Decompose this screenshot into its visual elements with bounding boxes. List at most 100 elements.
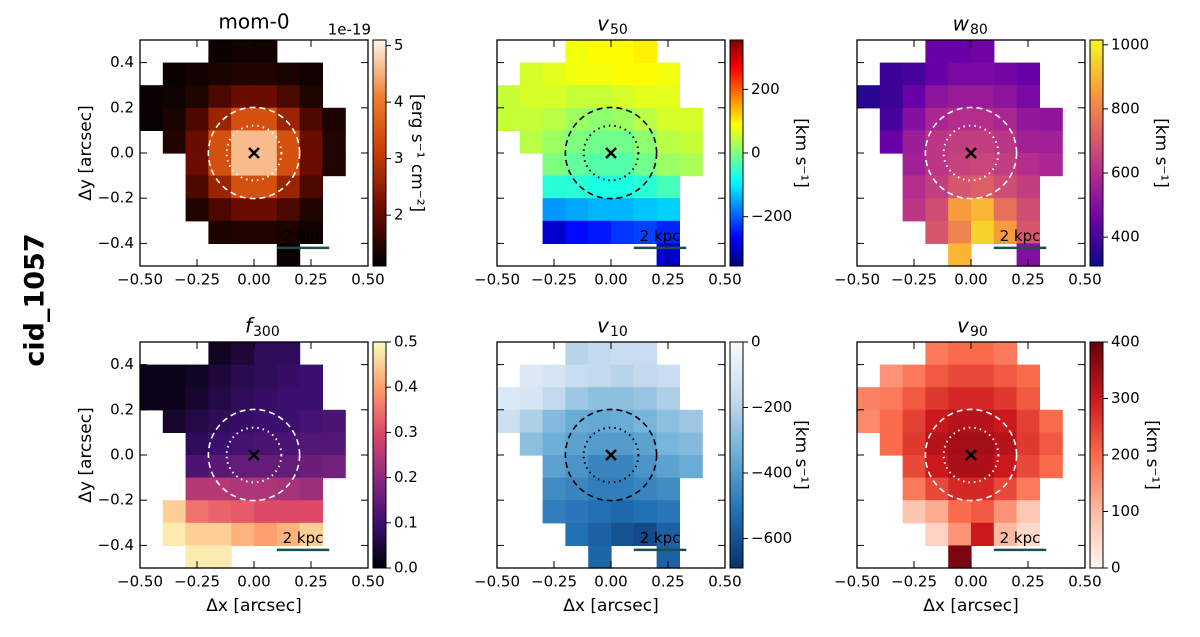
colorbar-tick-label: −200 (751, 207, 792, 225)
pixel (925, 455, 949, 479)
pixel (542, 153, 566, 177)
colorbar-offset: 1e-19 (328, 21, 371, 39)
center-cross (605, 449, 617, 461)
pixel (993, 364, 1018, 388)
pixel (993, 198, 1018, 222)
colorbar-tick-label: −600 (751, 529, 792, 547)
x-tick-label: 0.25 (651, 271, 684, 289)
y-tick-label: −0.2 (98, 189, 134, 207)
pixel (1039, 130, 1063, 154)
pixel (231, 455, 255, 479)
pixel (588, 62, 612, 86)
pixel (231, 153, 255, 177)
pixel (140, 387, 164, 411)
colorbar (1089, 39, 1104, 267)
pixel (1016, 85, 1040, 109)
x-tick-label: 0.25 (294, 573, 327, 591)
pixel (656, 409, 680, 433)
colorbar-tick-label: 0.1 (394, 513, 418, 531)
pixel (185, 500, 209, 524)
pixel (276, 243, 301, 267)
y-axis-label: Δy [arcsec] (76, 407, 96, 502)
pixel (1016, 62, 1040, 86)
pixel (185, 432, 209, 456)
pixel (185, 409, 209, 433)
x-tick-label: −0.50 (474, 573, 520, 591)
pixel (231, 432, 255, 456)
x-tick-label: −0.25 (891, 573, 937, 591)
pixel (254, 220, 278, 244)
pixel (611, 432, 635, 456)
pixel (254, 432, 278, 456)
pixel (299, 500, 323, 524)
pixel (162, 85, 187, 109)
pixel (925, 130, 949, 154)
colorbar-tick-label: −400 (751, 464, 792, 482)
pixel (971, 85, 995, 109)
aperture-inner (942, 426, 1000, 484)
pixel (208, 522, 232, 546)
pixel (254, 455, 278, 479)
pixel (231, 477, 255, 501)
pixel (208, 500, 232, 524)
pixel (565, 40, 589, 64)
pixel (276, 107, 301, 131)
pixel (611, 342, 635, 366)
pixel (993, 130, 1018, 154)
pixel (948, 522, 972, 546)
pixel (948, 130, 972, 154)
pixel (519, 409, 544, 433)
pixel (185, 175, 209, 199)
scale-bar-label: 2 kpc (640, 227, 681, 245)
x-tick-label: 0.25 (294, 271, 327, 289)
pixel (162, 62, 187, 86)
pixel (633, 364, 658, 388)
pixel (299, 220, 323, 244)
pixel (656, 130, 680, 154)
pixel (208, 342, 232, 366)
pixel (971, 522, 995, 546)
pixel (542, 175, 566, 199)
x-axis-label: Δx [arcsec] (923, 596, 1018, 616)
pixel (208, 40, 232, 64)
x-tick-label: −0.25 (174, 573, 220, 591)
pixel (857, 409, 881, 433)
pixel (588, 342, 612, 366)
colorbar-tick-label: 4 (394, 93, 404, 111)
pixel (542, 455, 566, 479)
pixel (185, 522, 209, 546)
pixel (879, 387, 904, 411)
colorbar-tick-label: 600 (1111, 164, 1140, 182)
pixel (1016, 130, 1040, 154)
pixel (902, 364, 926, 388)
scale-bar-label: 2 kpc (283, 529, 324, 547)
pixel (948, 220, 972, 244)
pixel (1016, 387, 1040, 411)
pixel (1016, 198, 1040, 222)
pixel (208, 85, 232, 109)
pixel (611, 62, 635, 86)
pixel (656, 153, 680, 177)
panel-title: v (597, 12, 610, 36)
pixel (971, 364, 995, 388)
pixel (948, 364, 972, 388)
pixel (948, 198, 972, 222)
pixel (993, 477, 1018, 501)
pixel (254, 107, 278, 131)
pixel (925, 500, 949, 524)
pixel (656, 545, 680, 569)
x-tick-label: 0.50 (708, 271, 741, 289)
pixel (1039, 107, 1063, 131)
pixel (231, 175, 255, 199)
center-cross (965, 449, 977, 461)
pixel (162, 364, 187, 388)
pixel (971, 153, 995, 177)
colorbar (1089, 341, 1104, 569)
x-tick-label: −0.50 (117, 271, 163, 289)
pixel (902, 455, 926, 479)
pixel (542, 500, 566, 524)
pixel (254, 198, 278, 222)
pixel (185, 107, 209, 131)
pixel (519, 130, 544, 154)
colorbar-tick-label: 0.3 (394, 423, 418, 441)
